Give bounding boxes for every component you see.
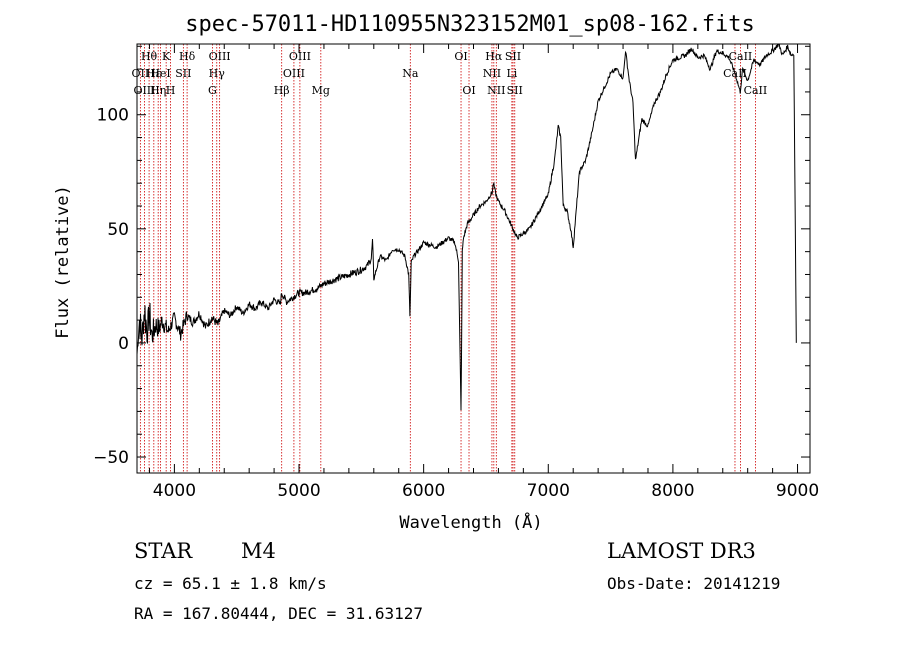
line-label-15: OIII <box>283 67 305 80</box>
object-class: STAR <box>134 539 193 563</box>
line-label-2: OIII <box>133 84 155 97</box>
line-label-10: OIII <box>209 50 231 63</box>
line-label-25: SII <box>507 84 523 97</box>
chart-title: spec-57011-HD110955N323152M01_sp08-162.f… <box>185 12 755 37</box>
line-label-9: Hδ <box>179 50 196 63</box>
y-tick-label: −50 <box>93 448 129 468</box>
line-label-14: OIII <box>289 50 311 63</box>
line-label-23: SII <box>505 50 521 63</box>
spectrum-series-line <box>136 43 797 411</box>
coordinates: RA = 167.80444, DEC = 31.63127 <box>134 604 423 623</box>
line-label-24: Li <box>506 67 517 80</box>
line-label-13: Hβ <box>274 84 290 97</box>
x-axis-ticks: 4000 5000 6000 7000 8000 9000 <box>148 44 819 501</box>
line-label-7: H <box>166 84 176 97</box>
x-tick-label: 4000 <box>153 481 196 501</box>
object-subclass: M4 <box>241 539 276 563</box>
x-tick-label: 7000 <box>527 481 570 501</box>
y-axis-ticks: −50 0 50 100 <box>93 45 810 468</box>
line-label-8: SII <box>175 67 191 80</box>
y-tick-label: 100 <box>97 106 129 126</box>
survey-name: LAMOST DR3 <box>607 539 756 563</box>
line-label-12: G <box>208 84 217 97</box>
x-tick-label: 8000 <box>651 481 694 501</box>
line-label-11: Hγ <box>209 67 226 80</box>
line-label-0: Hθ <box>141 50 158 63</box>
line-label-1: OII <box>132 67 150 80</box>
line-label-22: NII <box>487 84 505 97</box>
line-label-4: K <box>162 50 171 63</box>
x-tick-label: 9000 <box>776 481 819 501</box>
y-tick-label: 0 <box>118 334 129 354</box>
line-label-5: HeI <box>150 67 170 80</box>
line-label-18: OI <box>454 50 467 63</box>
x-tick-label: 5000 <box>277 481 320 501</box>
x-tick-label: 6000 <box>402 481 445 501</box>
line-label-6: Hη <box>150 84 166 97</box>
plot-frame <box>136 43 811 474</box>
y-tick-label: 50 <box>107 220 129 240</box>
line-label-3: Hε <box>146 67 162 80</box>
spectral-line-labels: Hθ OII OIII HεK HeI Hη H SII Hδ OIII Hγ G Hβ OIII OIII… <box>132 50 768 97</box>
line-label-21: NII <box>483 67 501 80</box>
y-axis-label: Flux (relative) <box>53 185 73 339</box>
obs-date: Obs-Date: 20141219 <box>607 574 781 593</box>
line-label-26: CaII <box>729 50 753 63</box>
x-axis-label: Wavelength (Å) <box>399 511 542 533</box>
line-label-16: Mg <box>312 84 330 97</box>
spectral-line-markers <box>139 44 756 473</box>
line-label-20: Hα <box>485 50 503 63</box>
line-label-19: OI <box>462 84 475 97</box>
redshift-text: cz = 65.1 ± 1.8 km/s <box>134 574 327 593</box>
line-label-28: CaII <box>744 84 768 97</box>
line-label-17: Na <box>402 67 419 80</box>
